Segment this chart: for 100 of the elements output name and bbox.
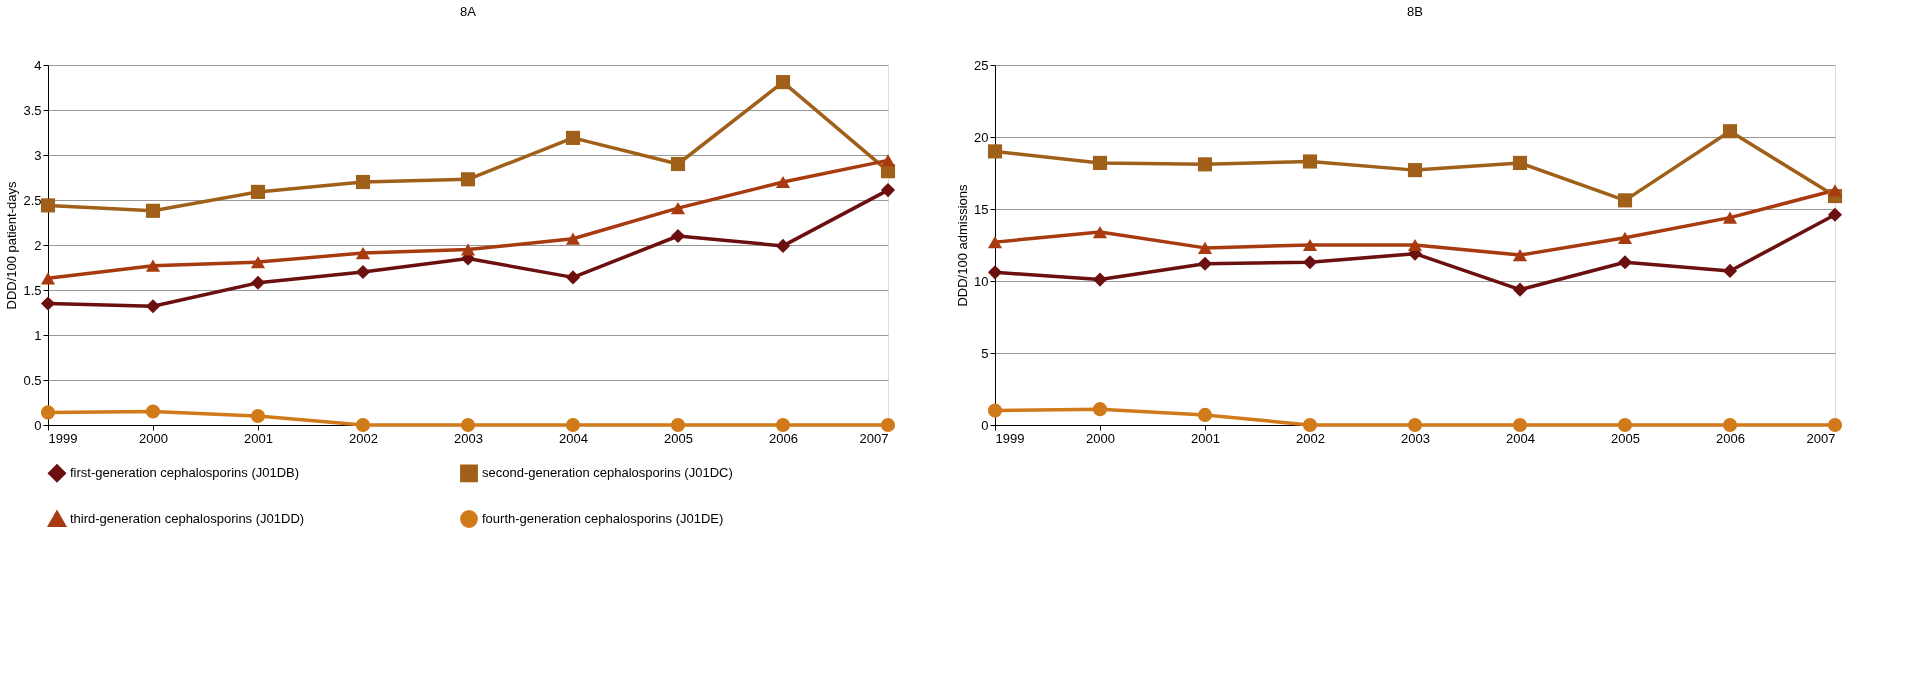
x-tick-label: 2000 xyxy=(139,430,168,446)
point xyxy=(460,417,476,433)
x-tick-label: 2004 xyxy=(1506,430,1535,446)
point xyxy=(355,417,371,433)
point xyxy=(1092,225,1108,239)
point xyxy=(250,275,266,290)
point xyxy=(1302,154,1318,169)
point xyxy=(775,75,791,90)
x-tick-label: 2006 xyxy=(769,430,798,446)
point xyxy=(1197,241,1213,254)
point xyxy=(40,405,56,420)
point xyxy=(670,417,686,433)
point xyxy=(1407,163,1423,178)
point xyxy=(565,232,581,245)
point xyxy=(565,130,581,145)
x-tick-label: 2002 xyxy=(349,430,378,446)
point xyxy=(1512,282,1528,297)
point xyxy=(145,404,161,419)
y-tick-label: 20 xyxy=(974,129,989,145)
point xyxy=(1302,417,1318,433)
y-tick-label: 0 xyxy=(981,417,989,433)
point xyxy=(565,417,581,433)
legend-label: first-generation cephalosporins (J01DB) xyxy=(70,465,300,481)
legend-label: fourth-generation cephalosporins (J01DE) xyxy=(482,511,724,526)
point xyxy=(40,198,56,213)
point xyxy=(987,236,1003,249)
point xyxy=(1617,231,1633,244)
point xyxy=(1827,184,1843,197)
point xyxy=(565,270,581,285)
point xyxy=(460,243,476,256)
point xyxy=(880,183,896,198)
point xyxy=(1407,417,1423,433)
point xyxy=(1617,255,1633,270)
y-tick-label: 10 xyxy=(974,273,989,289)
point xyxy=(1722,211,1738,224)
point xyxy=(1197,157,1213,172)
point xyxy=(1827,417,1843,433)
point xyxy=(987,265,1003,280)
y-axis-title: DDD/100 admissions xyxy=(955,183,971,307)
point xyxy=(1722,263,1738,278)
point xyxy=(670,201,686,215)
y-tick-label: 15 xyxy=(974,201,989,217)
point xyxy=(987,144,1003,159)
y-axis-title: DDD/100 patient-days xyxy=(4,181,20,310)
y-tick-label: 3.5 xyxy=(23,102,42,118)
x-tick-label: 1999 xyxy=(48,430,78,446)
x-tick-label: 2002 xyxy=(1296,430,1325,446)
y-tick-label: 0 xyxy=(34,417,42,433)
x-tick-label: 2005 xyxy=(1611,430,1640,446)
point xyxy=(1197,256,1213,271)
x-tick-label: 2001 xyxy=(244,430,273,446)
point xyxy=(1302,255,1318,270)
point xyxy=(460,172,476,187)
y-tick-label: 1.5 xyxy=(23,282,42,298)
point xyxy=(145,299,161,314)
x-tick-label: 2000 xyxy=(1086,430,1115,446)
y-tick-label: 5 xyxy=(981,345,989,361)
point xyxy=(775,238,791,253)
x-tick-label: 2004 xyxy=(559,430,588,446)
point xyxy=(250,184,266,199)
legend-label: third-generation cephalosporins (J01DD) xyxy=(70,511,305,526)
point xyxy=(880,417,896,433)
chart-title: 8A xyxy=(460,4,477,19)
point xyxy=(775,417,791,433)
point xyxy=(1617,417,1633,433)
x-tick-label: 1999 xyxy=(995,430,1025,446)
point xyxy=(1512,155,1528,170)
y-tick-label: 0.5 xyxy=(23,372,42,388)
point xyxy=(1722,124,1738,139)
y-tick-label: 1 xyxy=(34,327,42,343)
point xyxy=(1722,417,1738,433)
point xyxy=(1617,193,1633,208)
chart-title: 8B xyxy=(1407,4,1423,19)
point xyxy=(355,264,371,280)
legend-label: second-generation cephalosporins (J01DC) xyxy=(482,465,733,481)
point xyxy=(250,408,266,424)
y-tick-label: 2.5 xyxy=(23,192,42,208)
x-tick-label: 2005 xyxy=(664,430,693,446)
x-tick-label: 2006 xyxy=(1716,430,1745,446)
point xyxy=(670,228,686,244)
point xyxy=(1827,207,1843,222)
point xyxy=(775,175,791,189)
point xyxy=(1197,407,1213,422)
x-tick-label: 2007 xyxy=(1806,430,1836,446)
x-tick-label: 2003 xyxy=(1401,430,1430,446)
x-tick-label: 2003 xyxy=(454,430,483,446)
y-tick-label: 25 xyxy=(974,57,989,73)
x-tick-label: 2007 xyxy=(859,430,889,446)
point xyxy=(987,403,1003,418)
point xyxy=(40,272,56,285)
point xyxy=(355,174,371,190)
y-tick-label: 3 xyxy=(34,147,42,163)
point xyxy=(40,296,56,311)
point xyxy=(1092,155,1108,170)
point xyxy=(670,156,686,172)
point xyxy=(1302,238,1318,252)
y-tick-label: 4 xyxy=(34,57,42,73)
point xyxy=(145,203,161,218)
y-tick-label: 2 xyxy=(34,237,42,253)
point xyxy=(1407,238,1423,252)
